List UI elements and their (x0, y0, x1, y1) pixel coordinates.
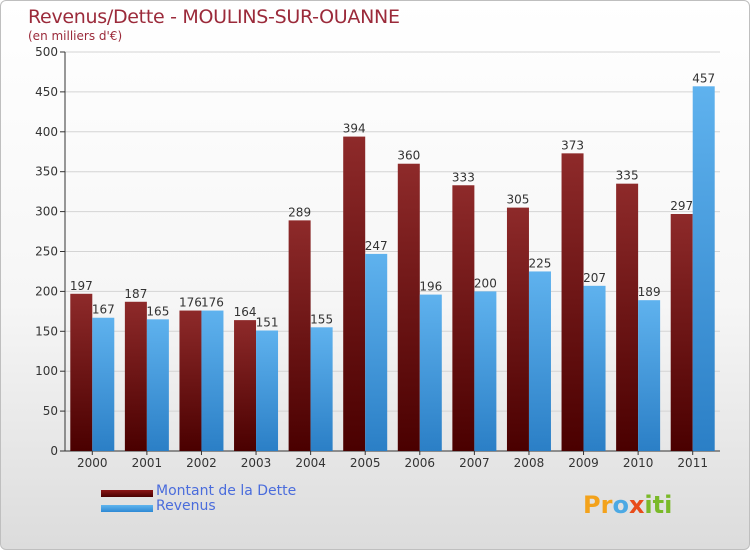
bar-debt (288, 220, 311, 451)
data-label-revenus: 189 (638, 285, 661, 299)
data-label-debt: 305 (507, 193, 530, 207)
chart-subtitle: (en milliers d'€) (28, 29, 123, 43)
bar-revenus (474, 291, 497, 451)
bar-revenus (419, 294, 442, 451)
data-label-revenus: 196 (419, 280, 442, 294)
data-label-revenus: 155 (310, 312, 333, 326)
legend-label-debt: Montant de la Dette (156, 483, 297, 499)
x-tick-label: 2002 (186, 456, 217, 470)
data-label-revenus: 247 (365, 239, 388, 253)
y-tick-label: 100 (35, 364, 58, 378)
data-label-debt: 176 (179, 296, 202, 310)
proxiti-logo: Proxiti (583, 491, 672, 519)
data-label-debt: 360 (397, 149, 420, 163)
y-tick-label: 200 (35, 284, 58, 298)
x-tick-label: 2009 (568, 456, 599, 470)
bar-revenus (692, 86, 715, 452)
bar-debt (452, 185, 475, 452)
bar-revenus (146, 319, 169, 451)
bar-debt (670, 213, 693, 451)
data-label-debt: 197 (70, 279, 93, 293)
data-label-revenus: 457 (692, 71, 715, 85)
x-tick-label: 2000 (77, 456, 108, 470)
x-tick-label: 2003 (241, 456, 272, 470)
data-label-revenus: 165 (146, 304, 169, 318)
bar-debt (616, 183, 639, 452)
bar-debt (561, 153, 584, 451)
data-label-debt: 297 (670, 199, 693, 213)
data-label-revenus: 225 (529, 256, 552, 270)
logo-part-2: o (612, 491, 629, 519)
data-label-revenus: 167 (92, 303, 115, 317)
y-tick-label: 150 (35, 324, 58, 338)
data-label-revenus: 151 (256, 316, 279, 330)
y-tick-label: 350 (35, 165, 58, 179)
bar-revenus (583, 285, 606, 451)
data-label-debt: 394 (343, 122, 366, 136)
data-label-debt: 333 (452, 170, 475, 184)
data-label-debt: 373 (561, 138, 584, 152)
y-tick-label: 0 (50, 444, 58, 458)
bar-debt (397, 163, 420, 451)
bar-revenus (638, 300, 661, 451)
bar-revenus (528, 271, 551, 451)
bar-debt (124, 301, 147, 451)
logo-part-4: iti (644, 491, 673, 519)
bar-debt (234, 320, 257, 451)
legend-swatch-debt (101, 490, 153, 497)
data-label-revenus: 200 (474, 276, 497, 290)
x-tick-label: 2008 (514, 456, 545, 470)
y-tick-label: 400 (35, 125, 58, 139)
x-tick-label: 2011 (677, 456, 708, 470)
data-label-debt: 335 (616, 169, 639, 183)
legend-label-revenus: Revenus (156, 498, 216, 514)
legend-swatch-revenus (101, 505, 153, 512)
y-tick-label: 300 (35, 205, 58, 219)
x-tick-label: 2006 (405, 456, 436, 470)
bar-revenus (201, 310, 224, 451)
logo-part-3: x (628, 491, 645, 519)
bar-revenus (92, 317, 115, 451)
chart-title: Revenus/Dette - MOULINS-SUR-OUANNE (28, 6, 400, 28)
x-tick-label: 2010 (623, 456, 654, 470)
x-tick-label: 2005 (350, 456, 381, 470)
bar-debt (343, 136, 366, 451)
logo-part-1: Pr (583, 491, 613, 519)
data-label-debt: 289 (288, 205, 311, 219)
y-tick-label: 250 (35, 245, 58, 259)
bar-debt (506, 207, 529, 451)
bar-revenus (310, 327, 333, 451)
bar-revenus (365, 253, 388, 451)
bar-revenus (256, 330, 279, 451)
bar-debt (179, 310, 202, 451)
data-label-revenus: 207 (583, 271, 606, 285)
data-label-revenus: 176 (201, 296, 224, 310)
x-tick-label: 2004 (295, 456, 326, 470)
data-label-debt: 187 (124, 287, 147, 301)
y-tick-label: 500 (35, 45, 58, 59)
bar-debt (70, 293, 93, 451)
data-label-debt: 164 (234, 305, 257, 319)
x-tick-label: 2007 (459, 456, 490, 470)
y-tick-label: 50 (43, 404, 58, 418)
x-tick-label: 2001 (132, 456, 163, 470)
y-tick-label: 450 (35, 85, 58, 99)
